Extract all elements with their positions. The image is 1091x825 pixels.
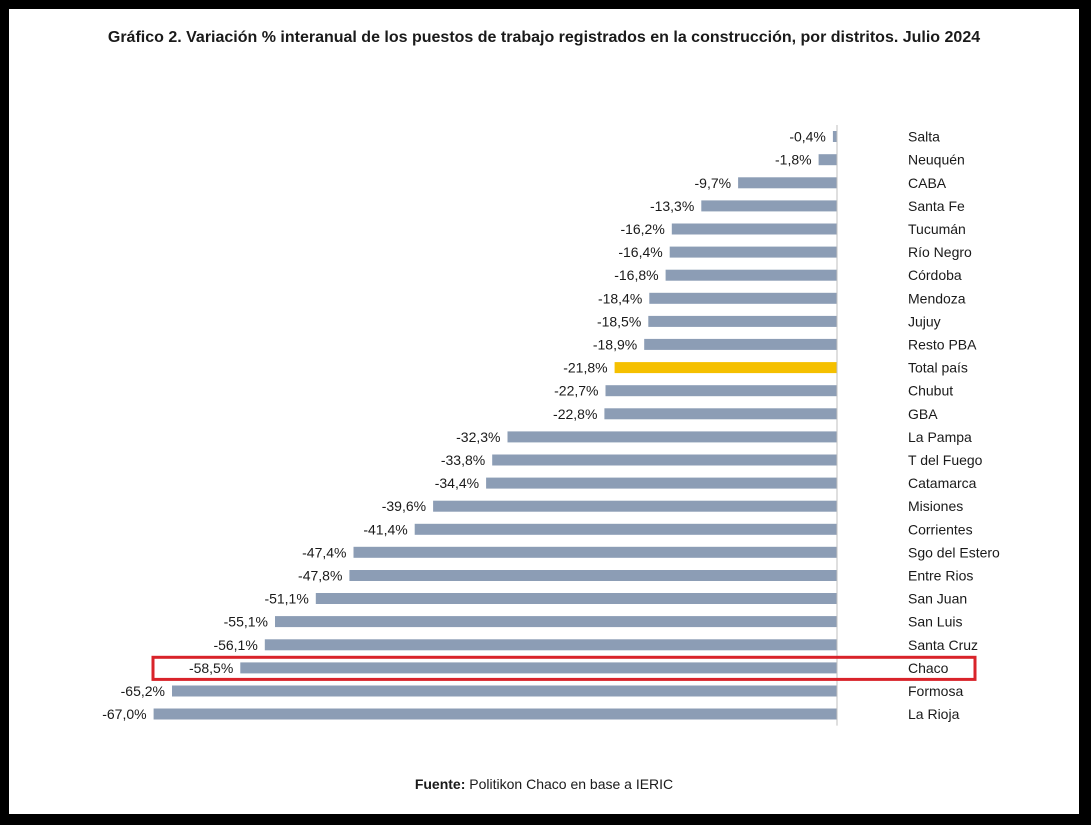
bar <box>349 570 837 581</box>
value-label: -21,8% <box>563 360 607 376</box>
value-label: -1,8% <box>775 152 812 168</box>
bar <box>414 523 837 535</box>
category-label: Catamarca <box>908 475 977 491</box>
category-label: Formosa <box>908 683 963 699</box>
bar <box>701 200 837 212</box>
bar <box>604 408 837 420</box>
value-label: -67,0% <box>102 706 146 722</box>
bar <box>315 593 837 604</box>
bar <box>153 708 838 720</box>
value-label: -18,4% <box>598 290 642 306</box>
value-label: -0,4% <box>789 129 826 145</box>
value-label: -22,7% <box>554 383 598 399</box>
bar <box>353 546 837 558</box>
bar <box>264 639 837 651</box>
bar <box>605 385 837 397</box>
category-label: Resto PBA <box>908 336 977 352</box>
value-label: -18,9% <box>593 336 637 352</box>
category-label: Mendoza <box>908 290 966 306</box>
value-label: -47,8% <box>298 568 342 584</box>
category-label: La Rioja <box>908 706 960 722</box>
category-label: T del Fuego <box>908 452 983 468</box>
source-text: Politikon Chaco en base a IERIC <box>469 776 674 792</box>
bar <box>671 223 837 235</box>
value-label: -9,7% <box>695 175 732 191</box>
bar <box>433 500 837 512</box>
category-label: GBA <box>908 406 938 422</box>
category-label: Sgo del Estero <box>908 544 1000 560</box>
bar <box>492 454 837 466</box>
value-label: -39,6% <box>382 498 426 514</box>
category-label: Neuquén <box>908 152 965 168</box>
value-label: -41,4% <box>363 521 407 537</box>
bar <box>649 292 837 304</box>
bar <box>738 177 837 189</box>
value-label: -22,8% <box>553 406 597 422</box>
value-label: -13,3% <box>650 198 694 214</box>
value-label: -56,1% <box>213 637 257 653</box>
value-label: -32,3% <box>456 429 500 445</box>
bar <box>832 131 837 142</box>
highlight-box <box>151 655 977 681</box>
bar <box>648 315 837 327</box>
value-label: -55,1% <box>224 614 268 630</box>
category-label: San Juan <box>908 591 967 607</box>
value-label: -16,4% <box>618 244 662 260</box>
source-note: Fuente: Politikon Chaco en base a IERIC <box>9 776 1079 792</box>
category-label: Entre Rios <box>908 568 973 584</box>
category-label: Tucumán <box>908 221 966 237</box>
category-label: CABA <box>908 175 947 191</box>
category-label: Córdoba <box>908 267 962 283</box>
value-label: -65,2% <box>121 683 165 699</box>
category-label: Chubut <box>908 383 953 399</box>
category-label: Santa Cruz <box>908 637 978 653</box>
value-label: -16,2% <box>620 221 664 237</box>
value-label: -51,1% <box>264 591 308 607</box>
category-label: Río Negro <box>908 244 972 260</box>
value-label: -58,5% <box>189 660 233 676</box>
value-label: -34,4% <box>435 475 479 491</box>
source-label: Fuente: <box>414 776 466 792</box>
bar <box>669 246 837 258</box>
bar <box>172 685 837 697</box>
bar <box>275 616 837 628</box>
value-label: -18,5% <box>597 313 641 329</box>
chart-title: Gráfico 2. Variación % interanual de los… <box>107 29 981 46</box>
bar <box>507 431 837 443</box>
value-label: -16,8% <box>614 267 658 283</box>
value-label: -47,4% <box>302 544 346 560</box>
bar <box>240 662 838 674</box>
category-label: Corrientes <box>908 521 973 537</box>
chart-frame: Gráfico 2. Variación % interanual de los… <box>9 9 1079 814</box>
bar <box>818 154 837 166</box>
category-label: San Luis <box>908 614 962 630</box>
bar-chart: -0,4% Salta -1,8% Neuquén -9,7% CABA -13,3% San… <box>102 125 1000 726</box>
category-label: Total país <box>908 360 968 376</box>
bar <box>486 477 837 489</box>
bar <box>644 338 837 350</box>
bar-total <box>614 362 837 374</box>
value-label: -33,8% <box>441 452 485 468</box>
category-label: Chaco <box>908 660 949 676</box>
category-label: Santa Fe <box>908 198 965 214</box>
category-label: La Pampa <box>908 429 972 445</box>
category-label: Salta <box>908 129 940 145</box>
bar <box>665 269 837 281</box>
category-label: Misiones <box>908 498 963 514</box>
category-label: Jujuy <box>908 313 941 329</box>
